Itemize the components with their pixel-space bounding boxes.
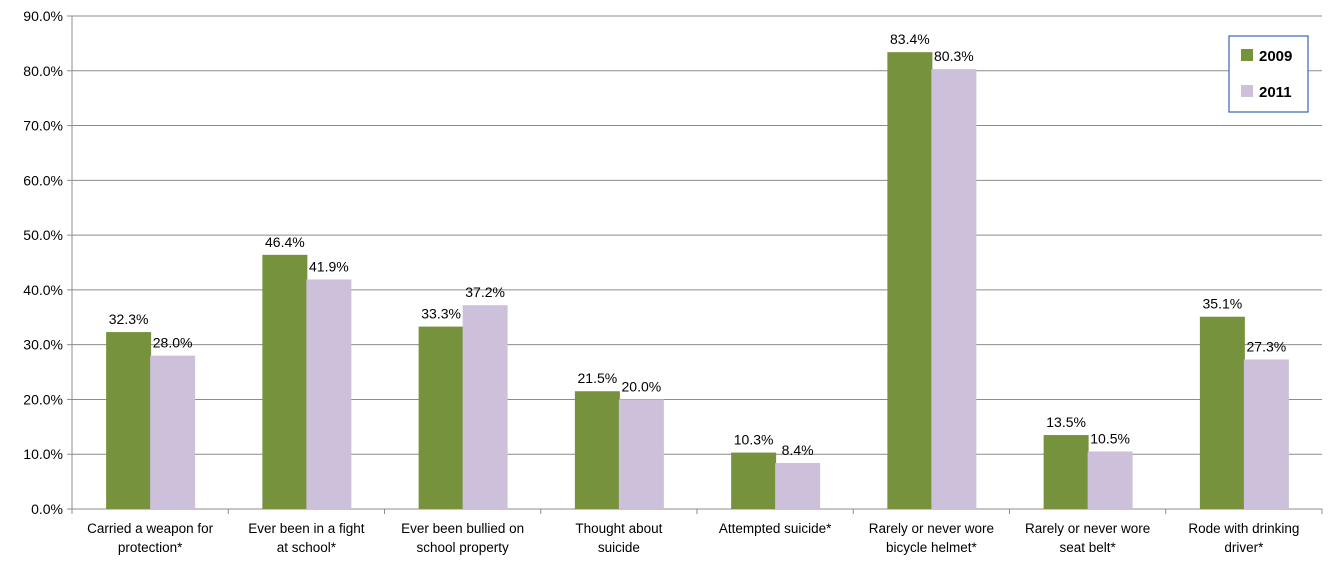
x-category-label: Rarely or never wore	[869, 521, 994, 536]
x-category-label: at school*	[277, 540, 337, 555]
bar-2011-0	[150, 355, 196, 509]
y-tick-label: 80.0%	[23, 63, 63, 79]
x-category-label: Rarely or never wore	[1025, 521, 1150, 536]
bars	[106, 52, 1289, 510]
bar-2009-0	[106, 332, 152, 509]
y-tick-label: 40.0%	[23, 282, 63, 298]
y-tick-label: 70.0%	[23, 118, 63, 134]
y-tick-label: 30.0%	[23, 337, 63, 353]
x-category-label: bicycle helmet*	[886, 540, 978, 555]
y-tick-label: 60.0%	[23, 172, 63, 188]
bar-2009-6	[1043, 435, 1089, 509]
legend-box	[1228, 35, 1309, 113]
x-category-label: protection*	[118, 540, 183, 555]
data-label: 33.3%	[421, 306, 461, 322]
data-labels: 32.3%28.0% 46.4%41.9% 33.3%37.2% 21.5%20.0%…	[109, 31, 1286, 458]
y-tick-label: 10.0%	[23, 446, 63, 462]
bar-2011-1	[306, 279, 352, 509]
legend-label: 2011	[1259, 84, 1292, 101]
bar-2009-2	[418, 326, 464, 509]
data-label: 21.5%	[578, 370, 618, 386]
data-label: 83.4%	[890, 31, 930, 47]
bar-2009-1	[262, 254, 308, 509]
data-label: 10.3%	[734, 432, 774, 448]
data-label: 8.4%	[782, 442, 814, 458]
x-category-label: Ever been in a fight	[248, 521, 365, 536]
y-tick-label: 50.0%	[23, 227, 63, 243]
bar-2011-3	[618, 399, 664, 509]
bar-2009-4	[731, 452, 777, 509]
data-label: 80.3%	[934, 48, 974, 64]
legend-swatch-2009	[1241, 49, 1253, 61]
y-tick-label: 20.0%	[23, 391, 63, 407]
x-category-label: driver*	[1224, 540, 1264, 555]
bar-2011-6	[1087, 451, 1133, 509]
data-label: 13.5%	[1046, 414, 1086, 430]
y-tick-label: 90.0%	[23, 8, 63, 24]
x-category-label: school property	[416, 540, 509, 555]
bar-2011-4	[775, 462, 821, 509]
data-label: 27.3%	[1247, 338, 1287, 354]
x-category-label: seat belt*	[1059, 540, 1116, 555]
x-category-label: Rode with drinking	[1188, 521, 1299, 536]
data-label: 41.9%	[309, 258, 349, 274]
bar-2009-5	[887, 52, 933, 510]
axes: 0.0% 10.0% 20.0% 30.0% 40.0% 50.0% 60.0% 70.0% 8…	[23, 8, 1323, 555]
gridlines	[72, 15, 1322, 455]
legend-label: 2009	[1259, 48, 1292, 65]
bar-2009-3	[574, 391, 620, 509]
y-tick-label: 0.0%	[31, 501, 63, 517]
x-category-label: Ever been bullied on	[401, 521, 524, 536]
x-category-label: Thought about	[575, 521, 662, 536]
legend-swatch-2011	[1241, 85, 1253, 97]
bar-2011-5	[931, 69, 977, 509]
data-label: 46.4%	[265, 234, 305, 250]
bar-2011-2	[462, 305, 508, 509]
x-category-label: suicide	[598, 540, 640, 555]
bar-2009-7	[1199, 316, 1245, 509]
data-label: 20.0%	[622, 378, 662, 394]
data-label: 10.5%	[1090, 430, 1130, 446]
data-label: 32.3%	[109, 311, 149, 327]
bar-2011-7	[1243, 359, 1289, 509]
x-category-label: Attempted suicide*	[719, 521, 832, 536]
data-label: 37.2%	[465, 284, 505, 300]
data-label: 28.0%	[153, 335, 193, 351]
data-label: 35.1%	[1203, 296, 1243, 312]
x-category-label: Carried a weapon for	[87, 521, 214, 536]
legend: 2009 2011	[1228, 35, 1309, 113]
